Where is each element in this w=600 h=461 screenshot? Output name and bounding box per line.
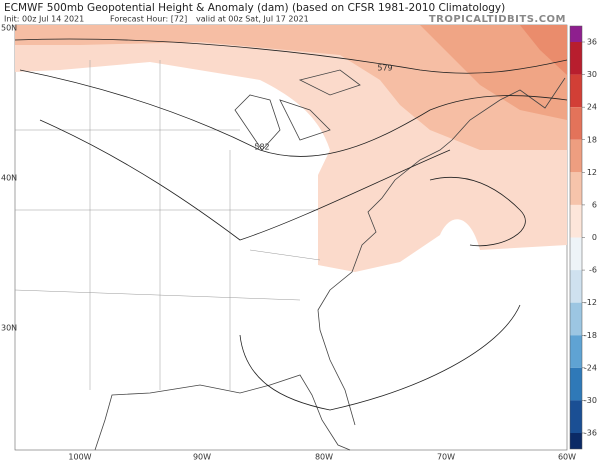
- contour-label: 579: [377, 64, 392, 73]
- anomaly-12: [15, 25, 567, 150]
- height-contour: [429, 176, 526, 247]
- longitude-label: 60W: [558, 453, 576, 461]
- colorbar-segment: [570, 74, 582, 108]
- colorbar-segment: [570, 270, 582, 303]
- height-contour: [14, 38, 568, 74]
- colorbar-label: 12: [587, 168, 597, 177]
- site-name: TROPICALTIDBITS.COM: [429, 14, 566, 25]
- colorbar: 36 30 24 18 12 6 0 -6 -12 -18 -24 -30 -36: [569, 25, 597, 450]
- colorbar-label: -6: [589, 266, 597, 275]
- colorbar-segment: [570, 139, 582, 173]
- colorbar-segment: [570, 107, 582, 140]
- colorbar-segment: [570, 433, 582, 449]
- map-area: 579 582: [14, 24, 568, 451]
- colorbar-segment: [570, 367, 582, 401]
- latitude-label: 50N: [1, 24, 17, 33]
- longitude-label: 80W: [315, 453, 333, 461]
- colorbar-label: 18: [587, 135, 597, 144]
- colorbar-segment: [570, 26, 582, 42]
- colorbar-label: -30: [584, 396, 597, 405]
- colorbar-segment: [570, 172, 582, 205]
- valid-time: valid at 00z Sat, Jul 17 2021: [196, 15, 309, 24]
- colorbar-label: -18: [584, 331, 597, 340]
- state-borders: [14, 60, 321, 390]
- colorbar-label: 24: [587, 103, 597, 112]
- colorbar-label: -36: [584, 429, 597, 438]
- colorbar-label: 30: [587, 70, 597, 79]
- title: ECMWF 500mb Geopotential Height & Anomal…: [4, 2, 505, 14]
- colorbar-segment: [570, 237, 582, 271]
- colorbar-label: 6: [592, 200, 597, 209]
- longitude-label: 100W: [68, 453, 91, 461]
- colorbar-segment: [570, 400, 582, 433]
- latitude-label: 40N: [1, 174, 17, 183]
- colorbar-label: -24: [584, 363, 597, 372]
- colorbar-label: -12: [584, 298, 597, 307]
- colorbar-segment: [570, 335, 582, 368]
- colorbar-segment: [570, 42, 582, 75]
- contour-label: 582: [254, 143, 269, 152]
- height-contour: [239, 304, 521, 411]
- colorbar-label: 36: [587, 38, 597, 47]
- coastline: [94, 77, 566, 451]
- great-lakes: [234, 69, 361, 151]
- forecast-hour: Forecast Hour: [72]: [110, 15, 187, 24]
- colorbar-segment: [570, 302, 582, 336]
- height-contour: [39, 119, 451, 241]
- colorbar-label: 0: [592, 233, 597, 242]
- longitude-label: 70W: [437, 453, 455, 461]
- init-time: Init: 00z Jul 14 2021: [4, 15, 84, 24]
- colorbar-segment: [570, 204, 582, 238]
- latitude-label: 30N: [1, 324, 17, 333]
- geo-labels: 50N 40N 30N 100W 90W 80W 70W 60W: [1, 24, 576, 461]
- longitude-label: 90W: [193, 453, 211, 461]
- height-contour: [19, 69, 568, 157]
